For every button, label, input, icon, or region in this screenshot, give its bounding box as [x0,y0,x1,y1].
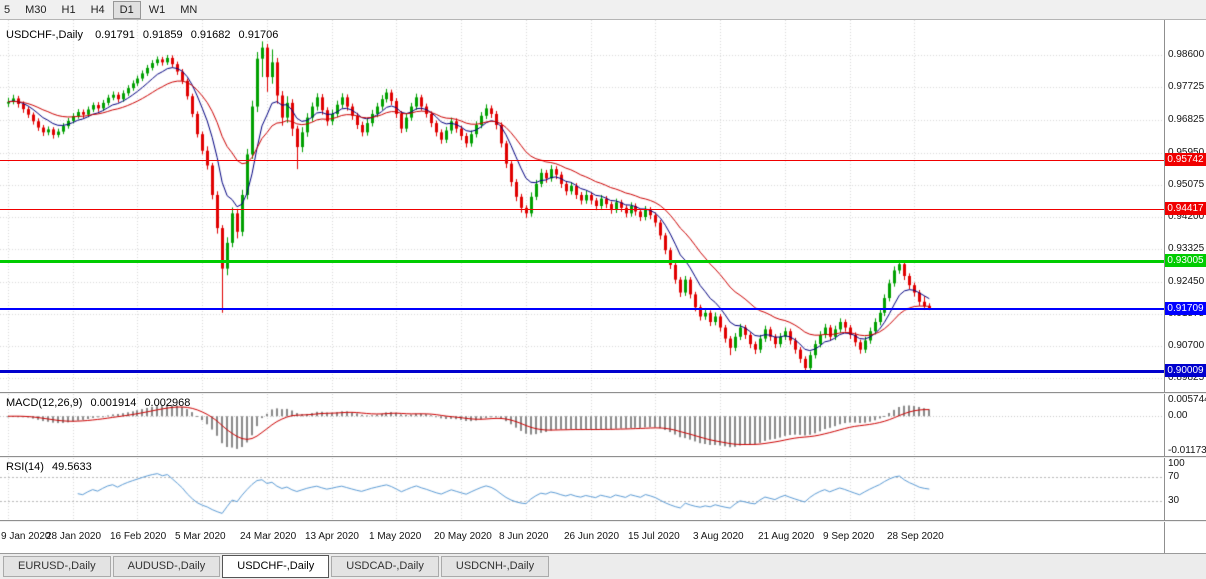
open-value: 0.91791 [95,29,135,41]
period-button-5[interactable]: 5 [4,3,11,16]
price-scale-label: 0.97725 [1168,81,1205,92]
date-label: 28 Sep 2020 [887,531,944,542]
chart-tab-audusd[interactable]: AUDUSD-,Daily [112,556,221,577]
low-value: 0.91682 [190,29,231,41]
price-badge-0.95742: 0.95742 [1165,153,1206,166]
macd-label-row: MACD(12,26,9) 0.001914 0.002968 [6,397,195,409]
period-button-mn[interactable]: MN [180,3,198,16]
period-button-w1[interactable]: W1 [148,3,166,16]
date-label: 9 Sep 2020 [823,531,875,542]
date-label: 9 Jan 2020 [1,531,51,542]
price-scale-label: 0.95950 [1168,147,1204,159]
price-scale-label: 0.95075 [1168,179,1205,190]
date-label: 21 Aug 2020 [758,531,815,542]
symbol-label: USDCHF-,Daily [6,29,83,41]
date-label: 8 Jun 2020 [499,531,549,542]
date-label: 16 Feb 2020 [110,531,167,542]
chart-tab-usdchf[interactable]: USDCHF-,Daily [222,555,330,578]
date-label: 28 Jan 2020 [46,531,102,542]
date-axis[interactable]: 9 Jan 2020 28 Jan 2020 16 Feb 2020 5 Mar 20… [0,522,1164,553]
date-label: 26 Jun 2020 [564,531,620,542]
level-line-0.90009[interactable] [0,370,1164,373]
price-badge-0.90009: 0.90009 [1165,364,1206,377]
date-label: 1 May 2020 [369,531,422,542]
period-button-h4[interactable]: H4 [90,3,105,16]
level-line-0.94417[interactable] [0,209,1164,210]
high-value: 0.91859 [142,29,183,41]
price-scale-label: 0.96825 [1168,114,1205,125]
pane-divider-macd-rsi[interactable] [0,456,1206,458]
price-badge-0.91709: 0.91709 [1165,302,1206,315]
macd-indicator-canvas[interactable] [0,394,1164,456]
chart-area: USDCHF-,Daily 0.91791 0.91859 0.91682 0.… [0,20,1206,553]
period-toolbar: 5 M30 H1 H4 D1 W1 MN [0,0,1206,20]
price-scale-label: 0.94200 [1168,211,1205,222]
macd-scale-label: 0.005744 [1168,394,1206,405]
chart-tab-usdcnh[interactable]: USDCNH-,Daily [440,556,550,577]
chart-tabbar: EURUSD-,Daily AUDUSD-,Daily USDCHF-,Daily U… [0,553,1206,579]
macd-signal-value: 0.002968 [144,397,191,409]
chart-tab-eurusd[interactable]: EURUSD-,Daily [3,556,111,577]
rsi-indicator-canvas[interactable] [0,458,1164,520]
price-scale[interactable]: 0.98600 0.97725 0.96825 0.95950 0.95075 0.942… [1164,20,1206,553]
macd-scale-label: 0.00 [1168,410,1188,421]
period-button-m30[interactable]: M30 [25,3,47,16]
date-label: 24 Mar 2020 [240,531,297,542]
macd-label: MACD(12,26,9) [6,397,83,409]
rsi-value: 49.5633 [51,461,92,473]
price-scale-label: 0.98600 [1168,49,1205,60]
chart-title: USDCHF-,Daily 0.91791 0.91859 0.91682 0.… [6,29,283,41]
level-line-0.91709[interactable] [0,308,1164,310]
rsi-scale-label: 30 [1168,495,1180,506]
rsi-scale-label: 70 [1168,471,1180,482]
pane-divider-rsi-axis[interactable] [0,520,1206,522]
macd-main-value: 0.001914 [90,397,137,409]
date-label: 20 May 2020 [434,531,492,542]
price-badge-0.94417: 0.94417 [1165,202,1206,215]
period-button-d1[interactable]: D1 [112,0,141,19]
date-label: 15 Jul 2020 [628,531,680,542]
price-badge-0.93005: 0.93005 [1165,254,1206,267]
date-label: 13 Apr 2020 [305,531,359,542]
price-scale-label: 0.90700 [1168,340,1205,351]
price-scale-label: 0.89825 [1168,372,1205,383]
chart-tab-usdcad[interactable]: USDCAD-,Daily [331,556,439,577]
level-line-0.95742[interactable] [0,160,1164,161]
price-chart-canvas[interactable] [0,20,1164,392]
period-button-h1[interactable]: H1 [61,3,76,16]
price-scale-label: 0.92450 [1168,276,1205,287]
level-line-0.93005[interactable] [0,260,1164,263]
price-scale-label: 0.93325 [1168,243,1205,254]
macd-scale-label: -0.011738 [1168,445,1206,456]
rsi-scale-label: 100 [1168,458,1185,469]
rsi-label: RSI(14) [6,461,44,473]
rsi-label-row: RSI(14) 49.5633 [6,461,97,473]
close-value: 0.91706 [238,29,279,41]
pane-divider-price-macd[interactable] [0,392,1206,394]
date-label: 3 Aug 2020 [693,531,744,542]
date-label: 5 Mar 2020 [175,531,226,542]
